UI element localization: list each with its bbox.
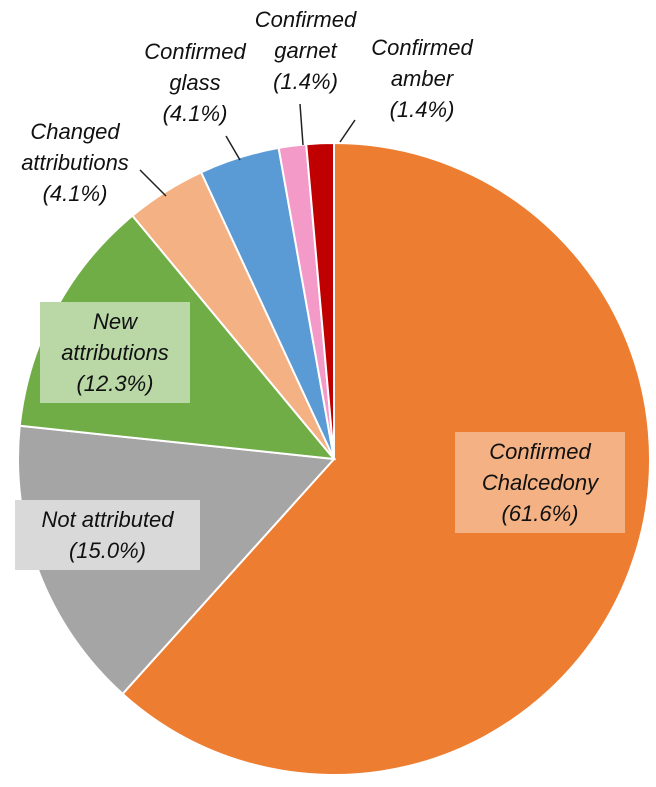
slice-name: Confirmed glass — [144, 39, 246, 95]
slice-value: (12.3%) — [76, 371, 154, 396]
slice-value: (15.0%) — [68, 538, 147, 563]
slice-value: (4.1%) — [162, 101, 228, 126]
pie-slice — [305, 141, 335, 460]
slice-label: Confirmed garnet (1.4%) — [248, 0, 363, 101]
slice-label: Not attributed (15.0%) — [15, 500, 200, 570]
pie-slice — [121, 141, 651, 776]
slice-name: Confirmed Chalcedony — [481, 439, 599, 495]
slice-value: (4.1%) — [42, 181, 108, 206]
slice-label: Confirmed amber (1.4%) — [362, 28, 482, 129]
leader-line — [339, 119, 356, 143]
slice-value: (1.4%) — [389, 97, 455, 122]
slice-value: (61.6%) — [501, 501, 579, 526]
leader-line — [139, 169, 167, 197]
slice-value: (1.4%) — [273, 69, 338, 94]
slice-name: Changed attributions — [21, 119, 129, 175]
slice-label: Changed attributions (4.1%) — [0, 112, 150, 213]
slice-name: New attributions — [61, 309, 169, 365]
leader-line — [225, 135, 241, 161]
slice-name: Confirmed garnet — [254, 7, 357, 63]
slice-name: Confirmed amber — [371, 35, 473, 91]
leader-line — [299, 103, 304, 146]
slice-label: Confirmed Chalcedony (61.6%) — [455, 432, 625, 533]
slice-name: Not attributed — [41, 507, 174, 532]
slice-label: Confirmed glass (4.1%) — [135, 32, 255, 133]
slice-label: New attributions (12.3%) — [40, 302, 190, 403]
